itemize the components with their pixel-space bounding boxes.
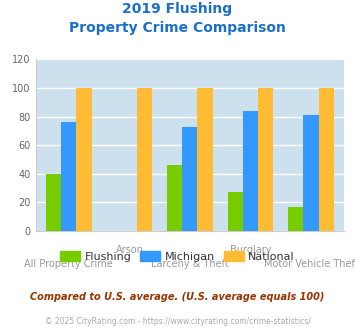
Text: Arson: Arson [115,245,143,255]
Bar [288,207,304,231]
Bar [243,111,258,231]
Bar [137,88,152,231]
Legend: Flushing, Michigan, National: Flushing, Michigan, National [56,247,299,267]
Bar [258,88,273,231]
Bar [61,122,76,231]
Bar [167,165,182,231]
Text: Property Crime Comparison: Property Crime Comparison [69,21,286,35]
Text: Compared to U.S. average. (U.S. average equals 100): Compared to U.S. average. (U.S. average … [30,292,325,302]
Text: Larceny & Theft: Larceny & Theft [151,259,229,269]
Bar [197,88,213,231]
Bar [182,127,197,231]
Bar [76,88,92,231]
Text: Burglary: Burglary [230,245,271,255]
Text: 2019 Flushing: 2019 Flushing [122,2,233,16]
Text: Motor Vehicle Theft: Motor Vehicle Theft [264,259,355,269]
Text: © 2025 CityRating.com - https://www.cityrating.com/crime-statistics/: © 2025 CityRating.com - https://www.city… [45,317,310,326]
Text: All Property Crime: All Property Crime [24,259,113,269]
Bar [319,88,334,231]
Bar [304,115,319,231]
Bar [228,192,243,231]
Bar [46,174,61,231]
